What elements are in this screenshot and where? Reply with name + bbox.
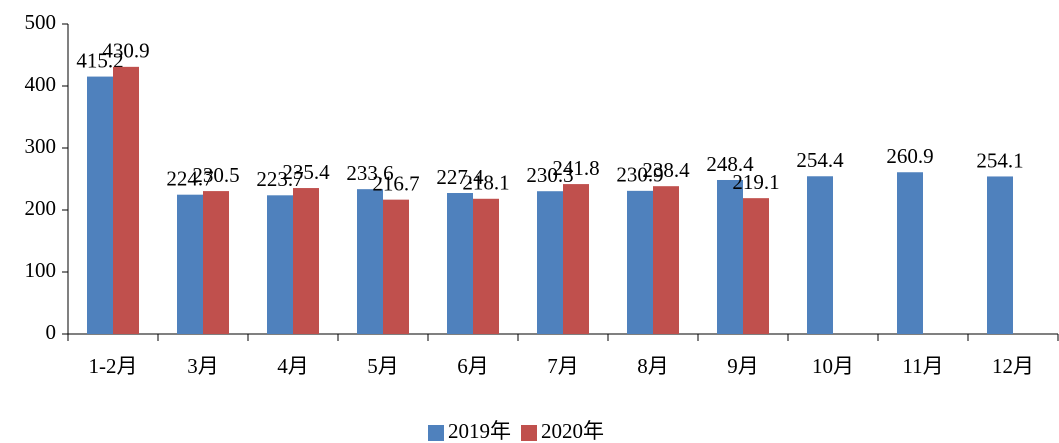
legend-label: 2020年 bbox=[541, 419, 604, 443]
legend-swatch bbox=[521, 425, 537, 441]
bar bbox=[807, 176, 833, 334]
data-label: 233.6 bbox=[346, 161, 393, 185]
data-label: 230.3 bbox=[526, 163, 573, 187]
bar bbox=[87, 76, 113, 335]
y-tick-label: 200 bbox=[25, 196, 57, 220]
x-tick-label: 8月 bbox=[637, 354, 669, 378]
data-label: 216.7 bbox=[372, 171, 419, 195]
y-tick-label: 100 bbox=[25, 258, 57, 282]
data-label: 238.4 bbox=[642, 158, 690, 182]
bar bbox=[717, 179, 743, 334]
data-label: 235.4 bbox=[282, 160, 330, 184]
bar bbox=[177, 194, 203, 334]
bar bbox=[743, 198, 769, 334]
data-label: 430.9 bbox=[102, 39, 149, 63]
y-tick-label: 500 bbox=[25, 10, 57, 34]
data-label: 224.7 bbox=[166, 166, 213, 190]
bar bbox=[357, 189, 383, 334]
bar bbox=[267, 195, 293, 334]
data-label: 223.7 bbox=[256, 167, 303, 191]
x-tick-label: 4月 bbox=[277, 354, 309, 378]
data-label: 230.9 bbox=[616, 163, 663, 187]
bar bbox=[627, 190, 653, 334]
bar bbox=[537, 191, 563, 334]
x-tick-label: 3月 bbox=[187, 354, 219, 378]
y-tick-label: 0 bbox=[46, 320, 57, 344]
data-label: 254.1 bbox=[976, 148, 1023, 172]
data-label: 227.4 bbox=[436, 165, 484, 189]
x-tick-label: 1-2月 bbox=[89, 354, 138, 378]
bar bbox=[447, 193, 473, 334]
bar bbox=[987, 176, 1013, 334]
data-label: 218.1 bbox=[462, 171, 509, 195]
bar bbox=[897, 172, 923, 334]
data-label: 219.1 bbox=[732, 170, 779, 194]
bar bbox=[293, 188, 319, 334]
x-tick-label: 6月 bbox=[457, 354, 489, 378]
legend-label: 2019年 bbox=[448, 419, 511, 443]
x-tick-label: 11月 bbox=[902, 354, 943, 378]
bar bbox=[653, 186, 679, 334]
bar bbox=[383, 199, 409, 334]
data-label: 260.9 bbox=[886, 144, 933, 168]
x-tick-label: 9月 bbox=[727, 354, 759, 378]
x-tick-label: 12月 bbox=[992, 354, 1034, 378]
legend-swatch bbox=[428, 425, 444, 441]
x-tick-label: 5月 bbox=[367, 354, 399, 378]
data-label: 241.8 bbox=[552, 156, 599, 180]
x-tick-label: 7月 bbox=[547, 354, 579, 378]
y-tick-label: 300 bbox=[25, 134, 57, 158]
data-label: 254.4 bbox=[796, 148, 844, 172]
bar bbox=[563, 184, 589, 334]
bar bbox=[113, 66, 139, 334]
bar bbox=[203, 191, 229, 334]
x-tick-label: 10月 bbox=[812, 354, 854, 378]
data-label: 230.5 bbox=[192, 163, 239, 187]
y-tick-label: 400 bbox=[25, 72, 57, 96]
data-label: 248.4 bbox=[706, 152, 754, 176]
bar bbox=[473, 198, 499, 334]
